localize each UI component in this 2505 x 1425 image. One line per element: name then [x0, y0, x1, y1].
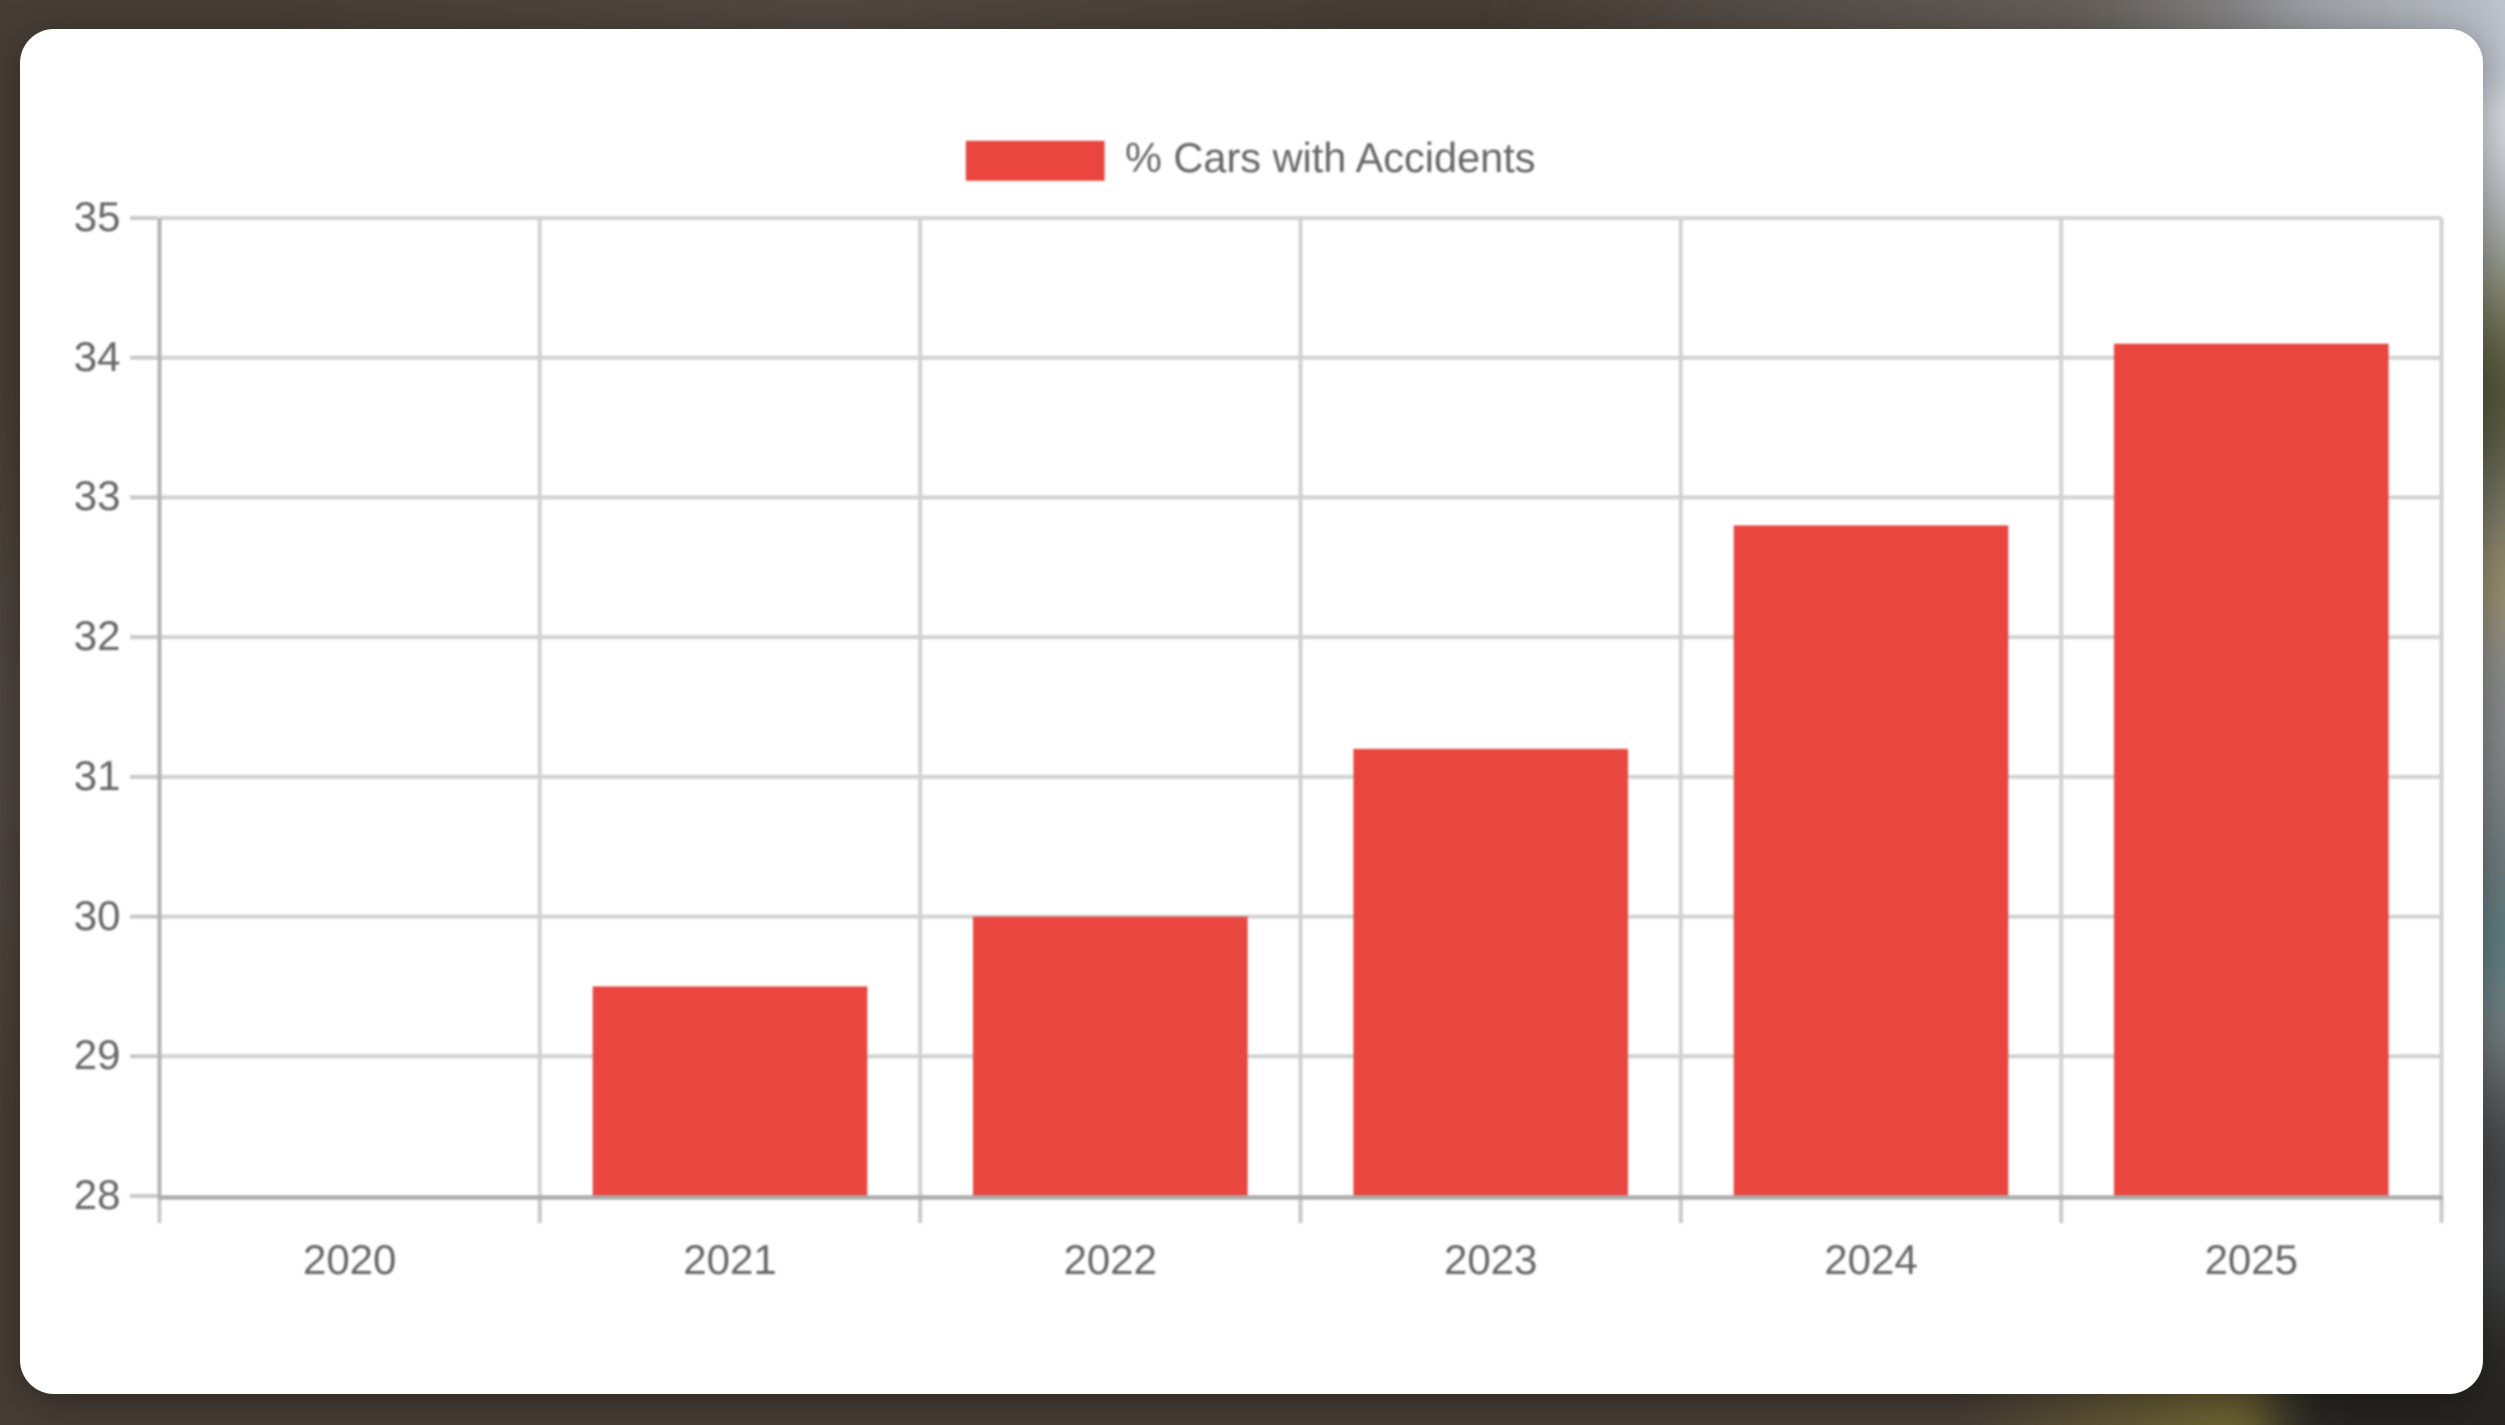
svg-text:35: 35	[74, 193, 121, 240]
svg-text:33: 33	[74, 472, 121, 519]
svg-text:2022: 2022	[1064, 1236, 1157, 1283]
svg-text:32: 32	[74, 612, 121, 659]
svg-text:2023: 2023	[1444, 1236, 1537, 1283]
svg-text:2021: 2021	[683, 1236, 776, 1283]
svg-text:34: 34	[74, 333, 121, 380]
svg-text:2020: 2020	[303, 1236, 396, 1283]
svg-text:2025: 2025	[2205, 1236, 2298, 1283]
svg-text:30: 30	[74, 892, 121, 939]
svg-text:29: 29	[74, 1031, 121, 1078]
svg-text:28: 28	[74, 1171, 121, 1218]
svg-text:31: 31	[74, 752, 121, 799]
svg-text:2024: 2024	[1824, 1236, 1917, 1283]
svg-text:% Cars with Accidents: % Cars with Accidents	[1125, 134, 1536, 181]
